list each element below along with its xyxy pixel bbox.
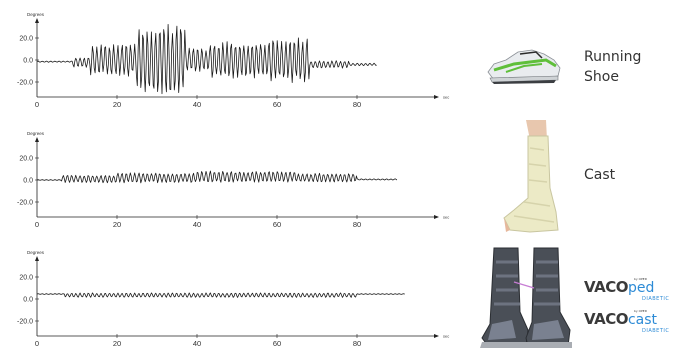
chart-3: Degrees sec 20.0 0.0 -20.0 0 20 40 60 80	[17, 250, 449, 348]
y-tick-label: 20.0	[19, 275, 33, 282]
x-axis-arrow	[434, 215, 439, 219]
running-shoe-label: Running Shoe	[584, 47, 641, 87]
x-tick-label: 40	[193, 339, 201, 348]
y-axis-label: Degrees	[27, 250, 45, 255]
y-tick-label: 0.0	[23, 297, 33, 304]
vacoped-logo-accent: ped	[627, 280, 655, 296]
x-tick-label: 40	[193, 220, 201, 229]
x-tick-label: 60	[273, 220, 281, 229]
cast-label-text: Cast	[584, 167, 616, 183]
x-tick-label: 0	[35, 220, 39, 229]
x-tick-label: 60	[273, 100, 281, 109]
y-tick-label: -20.0	[17, 200, 33, 207]
y-tick-label: 0.0	[23, 178, 33, 185]
vacocast-logo-mark: by OPED	[634, 309, 648, 313]
x-axis-arrow	[434, 334, 439, 338]
running-shoe-label-line2: Shoe	[584, 69, 619, 85]
y-axis-arrow	[35, 137, 39, 142]
charts-area: Degrees sec 20.0 0.0 -20.0 0 20 40 60 80 Degrees se…	[17, 12, 449, 348]
running-shoe-image	[484, 42, 564, 93]
x-tick-label: 80	[353, 100, 361, 109]
y-tick-label: -20.0	[17, 319, 33, 326]
y-tick-label: -20.0	[17, 80, 33, 87]
vacocast-logo: VACOcast DIABETIC by OPED	[584, 309, 676, 337]
series-line	[36, 23, 377, 95]
x-tick-label: 0	[35, 339, 39, 348]
y-tick-label: 20.0	[19, 156, 33, 163]
y-axis-label: Degrees	[27, 12, 45, 17]
x-axis-label: sec	[443, 95, 449, 100]
y-axis-arrow	[35, 18, 39, 23]
chart-1: Degrees sec 20.0 0.0 -20.0 0 20 40 60 80	[17, 12, 449, 109]
x-tick-label: 80	[353, 339, 361, 348]
cast-label: Cast	[584, 165, 615, 185]
x-tick-label: 20	[113, 100, 121, 109]
series-line	[36, 170, 398, 184]
vacocast-logo-accent: cast	[627, 312, 658, 328]
x-axis-label: sec	[443, 215, 449, 220]
vacocast-logo-sub: DIABETIC	[642, 328, 670, 334]
chart-2: Degrees sec 20.0 0.0 -20.0 0 20 40 60 80	[17, 131, 449, 229]
x-tick-label: 20	[113, 339, 121, 348]
series-line	[36, 292, 405, 298]
y-axis-label: Degrees	[27, 131, 45, 136]
x-tick-label: 0	[35, 100, 39, 109]
x-axis-arrow	[434, 95, 439, 99]
running-shoe-label-line1: Running	[584, 49, 642, 65]
x-tick-label: 40	[193, 100, 201, 109]
x-tick-label: 60	[273, 339, 281, 348]
walker-boots-image	[474, 242, 580, 359]
leg-cast-image	[500, 118, 562, 245]
x-tick-label: 20	[113, 220, 121, 229]
vacocast-logo-main: VACO	[584, 310, 628, 328]
y-tick-label: 0.0	[23, 58, 33, 65]
vacoped-logo-sub: DIABETIC	[642, 296, 670, 302]
vacoped-logo-mark: by OPED	[634, 277, 648, 281]
x-tick-label: 80	[353, 220, 361, 229]
vacoped-logo: VACOped DIABETIC by OPED	[584, 277, 676, 305]
y-axis-arrow	[35, 256, 39, 261]
vacoped-logo-main: VACO	[584, 278, 628, 296]
x-axis-label: sec	[443, 334, 449, 339]
y-tick-label: 20.0	[19, 36, 33, 43]
